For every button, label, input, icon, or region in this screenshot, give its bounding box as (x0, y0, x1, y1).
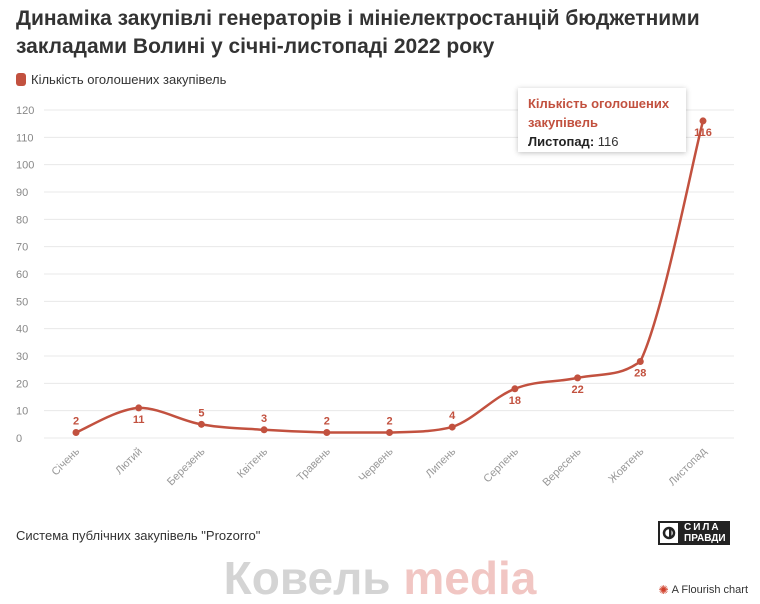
data-label: 4 (449, 410, 456, 422)
data-point[interactable] (511, 385, 519, 393)
data-label: 3 (261, 413, 267, 425)
y-tick-label: 80 (16, 214, 28, 226)
x-tick-label: Лютий (113, 446, 145, 478)
data-point[interactable] (135, 404, 143, 412)
y-tick-label: 110 (16, 132, 34, 144)
x-tick-label: Квітень (235, 445, 270, 480)
x-tick-label: Червень (357, 445, 396, 484)
watermark-part1: Ковель (223, 552, 404, 604)
tooltip-label: Листопад: (528, 134, 595, 149)
line-chart: 0 10 20 30 40 50 60 70 80 90 100 110 120 Січень Лютий Б… (16, 105, 734, 489)
data-point[interactable] (323, 429, 331, 437)
data-label: 28 (634, 367, 646, 379)
x-tick-label: Травень (295, 445, 333, 483)
data-point[interactable] (386, 429, 393, 437)
x-tick-label: Липень (423, 445, 458, 480)
flourish-credit[interactable]: ✺ A Flourish chart (659, 583, 748, 597)
data-point[interactable] (197, 420, 205, 428)
data-point[interactable] (636, 357, 644, 365)
legend-label: Кількість оголошених закупівель (31, 72, 227, 87)
data-label: 116 (694, 127, 712, 139)
data-point[interactable] (260, 426, 268, 434)
data-point[interactable] (699, 117, 707, 125)
y-tick-label: 90 (16, 187, 28, 199)
data-label: 2 (73, 416, 79, 428)
series-line (75, 120, 705, 434)
y-tick-label: 40 (16, 324, 28, 336)
tooltip-series: Кількість оголошених закупівель (528, 96, 670, 130)
x-tick-label: Серпень (481, 445, 521, 485)
tooltip: Кількість оголошених закупівель Листопад… (518, 88, 686, 152)
x-tick-label: Листопад (666, 445, 709, 488)
logo-icon (658, 521, 680, 545)
y-tick-label: 10 (16, 406, 28, 418)
source-note: Система публічних закупівель "Prozorro" (16, 528, 261, 543)
flourish-text: A Flourish chart (671, 584, 748, 596)
x-tick-label: Жовтень (606, 445, 646, 485)
y-tick-label: 100 (16, 160, 34, 172)
data-point[interactable] (448, 423, 456, 431)
tooltip-value: 116 (597, 134, 619, 149)
x-tick-label: Січень (50, 445, 83, 478)
y-tick-label: 60 (16, 269, 28, 281)
y-tick-label: 50 (16, 296, 28, 308)
sila-pravdy-logo[interactable]: СИЛА ПРАВДИ (658, 521, 730, 545)
y-tick-label: 30 (16, 351, 28, 363)
data-label: 22 (571, 384, 583, 396)
watermark-part2: media (403, 552, 537, 604)
y-tick-label: 120 (16, 105, 34, 117)
chart-title: Динаміка закупівлі генераторів і мініеле… (16, 7, 700, 58)
y-tick-label: 20 (16, 378, 28, 390)
data-label: 11 (133, 414, 145, 426)
data-label: 5 (198, 407, 204, 419)
data-label: 2 (386, 416, 392, 428)
data-point[interactable] (72, 429, 80, 437)
data-label: 2 (324, 416, 330, 428)
data-point[interactable] (574, 374, 582, 382)
watermark: Ковель media (0, 552, 760, 604)
logo-text-line1: СИЛА (684, 522, 721, 533)
logo-text-line2: ПРАВДИ (684, 533, 726, 544)
legend[interactable]: Кількість оголошених закупівель (16, 72, 226, 87)
flourish-icon: ✺ (658, 583, 669, 597)
x-tick-label: Березень (165, 445, 208, 488)
data-label: 18 (509, 395, 521, 407)
legend-swatch (16, 73, 26, 86)
x-tick-label: Вересень (540, 445, 583, 488)
y-tick-label: 70 (16, 242, 28, 254)
y-tick-label: 0 (16, 433, 22, 445)
